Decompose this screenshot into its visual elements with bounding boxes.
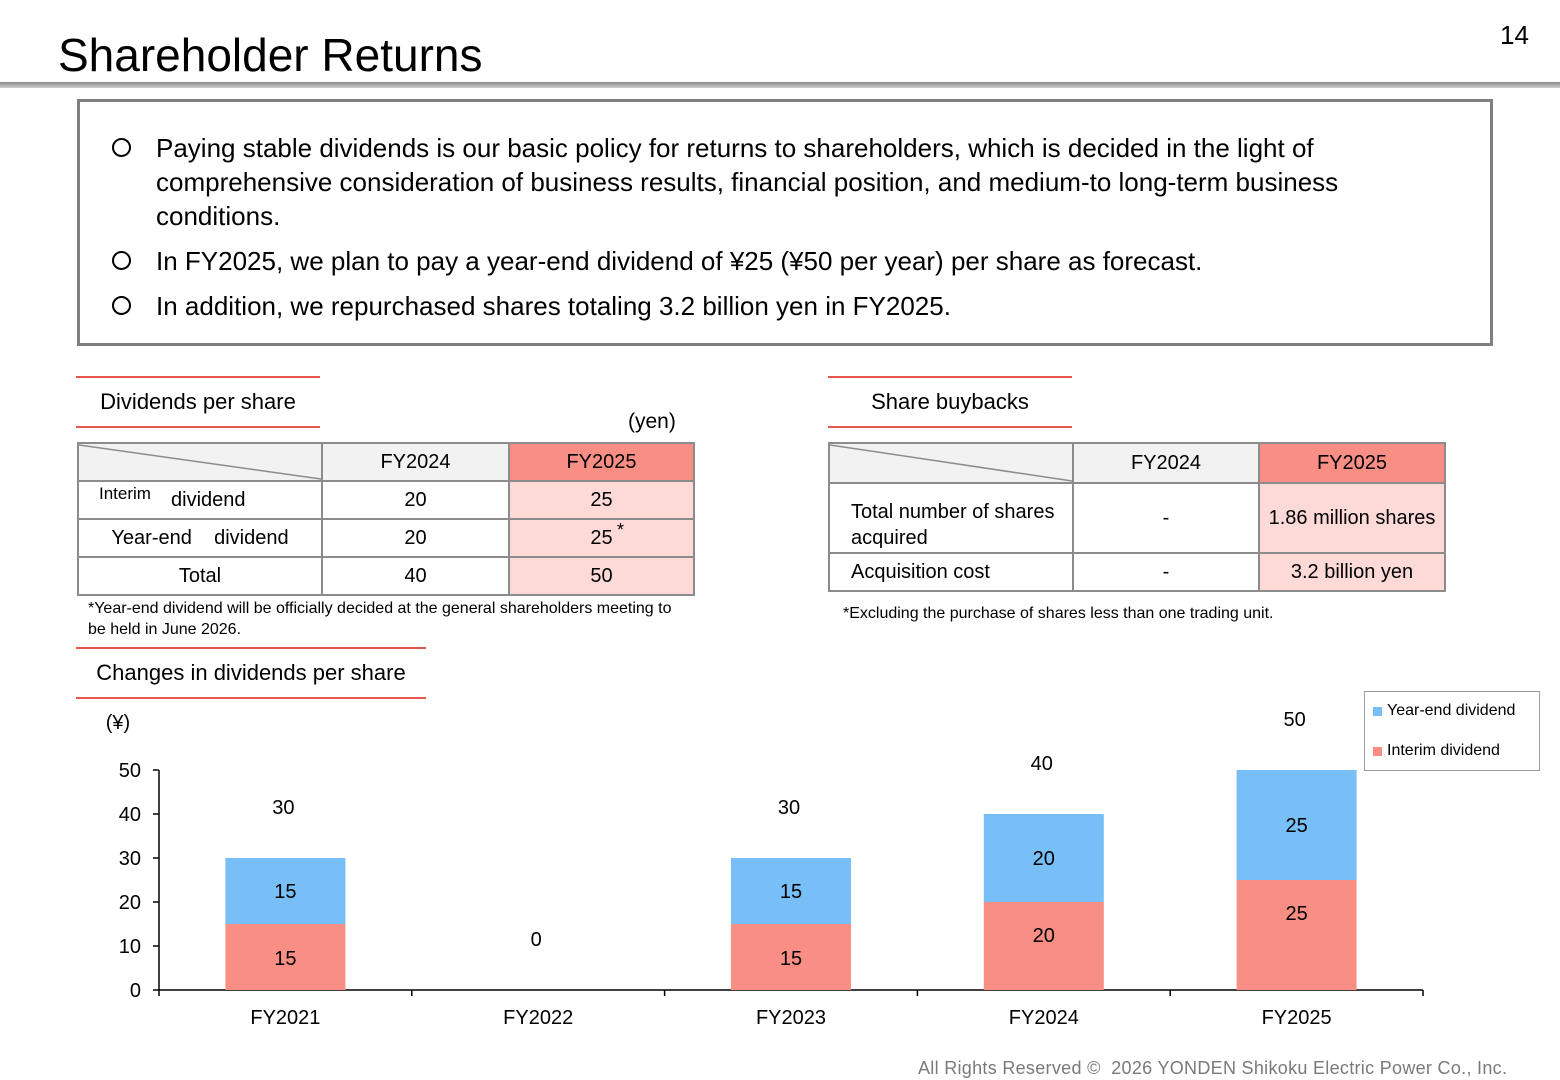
cell-fy2025: 50 [508,556,695,596]
col-header-fy2024: FY2024 [1072,442,1260,484]
table-corner-cell [77,442,323,482]
row-label: Year-end dividend [77,518,323,558]
table-row: Acquisition cost - 3.2 billion yen [828,552,1446,592]
bar-total-label: 30 [778,797,800,819]
policy-bullet-text: In addition, we repurchased shares total… [156,291,951,321]
table-row: Total number of shares acquired - 1.86 m… [828,482,1446,554]
col-header-fy2025: FY2025 [508,442,695,482]
circle-bullet-icon [112,131,156,233]
page-number: 14 [1500,20,1529,50]
row-label: Total [77,556,323,596]
page-title: Shareholder Returns [58,29,483,81]
legend-label: Year-end dividend [1387,702,1516,719]
bar-year-end-dividend [225,858,346,924]
bar-total-label: 50 [1283,709,1305,731]
chart-legend: Year-end dividend Interim dividend [1364,691,1540,771]
bar-data-label: 25 [1285,903,1307,925]
y-tick-label: 20 [119,892,141,914]
y-tick-label: 40 [119,804,141,826]
bar-year-end-dividend [1236,770,1357,880]
dividend-bar-chart: (¥) 0 10 20 30 40 50 FY2021 15 15 30 FY2022 0 FY2023 1… [106,709,1424,1029]
cell-fy2024: 20 [321,480,510,520]
cell-fy2025: 3.2 billion yen [1258,552,1446,592]
table-row: Total 40 50 [77,556,695,596]
cell-fy2024: - [1072,482,1260,554]
policy-bullet: In FY2025, we plan to pay a year-end div… [112,244,1456,278]
bar-data-label: 15 [274,948,296,970]
cell-fy2025: 25 * [508,518,695,558]
bar-interim-dividend [1236,880,1357,990]
bar-data-label: 15 [274,881,296,903]
row-label-small: Interim [97,484,153,504]
bar-year-end-dividend [731,858,851,924]
legend-item: Interim dividend [1373,742,1500,760]
unit-label: (yen) [628,410,676,433]
bar-total-label: 30 [272,797,294,819]
bar-total-label: 0 [531,929,542,951]
buyback-note: *Excluding the purchase of shares less t… [843,605,1274,622]
bar-interim-dividend [225,924,346,990]
dividends-section-label: Dividends per share [76,376,320,428]
footer-copyright: All Rights Reserved © 2026 YONDEN Shikok… [918,1058,1508,1078]
table-corner-cell [828,442,1074,484]
row-label: Total number of shares acquired [828,482,1074,554]
table-row: Year-end dividend 20 25 * [77,518,695,558]
legend-swatch [1373,746,1382,756]
title-divider [0,82,1560,88]
table-row: Interim dividend 20 25 [77,480,695,520]
bar-data-label: 25 [1285,815,1307,837]
y-axis-label: (¥) [106,712,130,734]
legend-label: Interim dividend [1387,742,1500,759]
y-tick-label: 30 [119,848,141,870]
policy-box: Paying stable dividends is our basic pol… [77,99,1493,346]
row-label: Acquisition cost [828,552,1074,592]
y-tick-label: 10 [119,936,141,958]
x-tick-label: FY2023 [756,1007,826,1029]
policy-bullet: Paying stable dividends is our basic pol… [112,131,1456,233]
cell-value: 25 [590,526,613,549]
policy-bullet: In addition, we repurchased shares total… [112,289,1456,323]
circle-bullet-icon [112,244,156,278]
buyback-section-label: Share buybacks [828,376,1072,428]
policy-bullet-text: Paying stable dividends is our basic pol… [156,133,1339,231]
dividends-note: *Year-end dividend will be officially de… [88,600,672,638]
row-label: Interim dividend [77,480,323,520]
bar-interim-dividend [731,924,851,990]
y-tick-label: 50 [119,760,141,782]
policy-bullet-text: In FY2025, we plan to pay a year-end div… [156,246,1203,276]
bar-data-label: 15 [780,948,802,970]
bar-data-label: 15 [780,881,802,903]
col-header-fy2024: FY2024 [321,442,510,482]
cell-fy2025: 1.86 million shares [1258,482,1446,554]
chart-section-label: Changes in dividends per share [76,647,426,699]
bar-interim-dividend [983,902,1104,990]
x-tick-label: FY2024 [1009,1007,1079,1029]
x-tick-label: FY2022 [503,1007,573,1029]
cell-fy2024: 40 [321,556,510,596]
bar-data-label: 20 [1033,925,1055,947]
y-tick-label: 0 [130,980,141,1002]
circle-bullet-icon [112,289,156,323]
cell-fy2024: - [1072,552,1260,592]
legend-swatch [1373,706,1382,716]
x-tick-label: FY2021 [250,1007,320,1029]
footnote-mark: * [617,520,625,540]
col-header-fy2025: FY2025 [1258,442,1446,484]
bar-total-label: 40 [1031,753,1053,775]
bar-data-label: 20 [1033,848,1055,870]
bar-year-end-dividend [983,814,1104,902]
dividends-table: FY2024 FY2025 Interim dividend 20 25 Yea… [77,442,695,596]
cell-fy2024: 20 [321,518,510,558]
legend-item: Year-end dividend [1373,702,1515,720]
cell-fy2025: 25 [508,480,695,520]
buyback-table: FY2024 FY2025 Total number of shares acq… [828,442,1446,592]
row-label-text: dividend [171,489,246,511]
x-tick-label: FY2025 [1262,1007,1332,1029]
